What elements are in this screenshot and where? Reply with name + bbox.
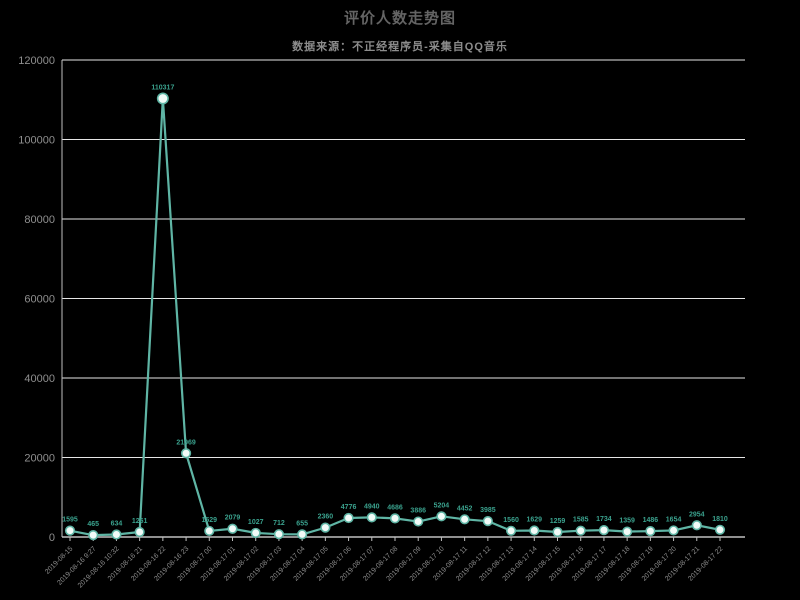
data-point-label: 1486 <box>643 517 659 524</box>
chart-header: 评价人数走势图 数据来源：不正经程序员-采集自QQ音乐 <box>0 7 800 54</box>
data-point-label: 4686 <box>387 504 403 511</box>
data-point-marker <box>575 525 586 536</box>
data-point-label: 1629 <box>526 517 542 524</box>
data-point-marker <box>598 525 610 536</box>
chart-subtitle: 数据来源：不正经程序员-采集自QQ音乐 <box>292 41 508 53</box>
data-point-label: 1359 <box>619 518 635 525</box>
data-point-marker <box>645 525 656 537</box>
data-point-label: 4452 <box>457 505 473 512</box>
data-point-marker <box>529 525 540 536</box>
data-point-marker <box>505 525 517 536</box>
data-point-marker <box>111 529 122 540</box>
data-point-marker <box>691 520 702 531</box>
data-point-marker <box>622 526 633 537</box>
data-point-label: 465 <box>87 521 99 528</box>
data-point-marker <box>134 526 145 538</box>
data-point-marker <box>389 513 401 524</box>
data-point-label: 1560 <box>503 517 519 524</box>
y-tick-label: 60000 <box>24 294 55 306</box>
data-point-marker <box>413 516 424 527</box>
data-point-label: 712 <box>273 520 285 527</box>
data-point-label: 634 <box>111 520 123 527</box>
data-point-label: 2954 <box>689 511 705 518</box>
data-point-label: 1261 <box>132 518 148 525</box>
data-point-label: 1595 <box>62 517 78 524</box>
data-point-marker <box>250 527 261 539</box>
data-point-label: 4940 <box>364 503 380 510</box>
data-point-label: 3886 <box>410 508 426 515</box>
data-point-label: 2360 <box>318 514 334 521</box>
data-point-marker <box>320 522 331 533</box>
data-point-label: 1529 <box>201 517 217 524</box>
y-tick-label: 80000 <box>24 214 55 226</box>
data-point-label: 1027 <box>248 519 264 526</box>
y-tick-label: 0 <box>49 532 55 544</box>
data-point-marker <box>227 523 238 534</box>
data-point-marker <box>668 525 679 536</box>
data-point-label: 4776 <box>341 504 357 511</box>
data-point-label: 655 <box>296 520 308 527</box>
data-point-label: 5204 <box>434 502 450 509</box>
series-line <box>68 97 722 537</box>
data-point-label: 110317 <box>151 84 174 91</box>
data-point-label: 3985 <box>480 507 496 514</box>
data-point-marker <box>297 529 308 540</box>
y-tick-label: 120000 <box>18 55 55 67</box>
data-point-label: 1810 <box>712 516 728 523</box>
data-point-marker <box>459 514 470 525</box>
data-point-marker <box>482 516 493 527</box>
y-tick-label: 100000 <box>18 135 55 147</box>
data-point-marker <box>273 529 285 540</box>
data-point-marker <box>88 530 99 541</box>
x-tick-label: 2019-08-16 10:32 <box>77 545 121 589</box>
data-point-marker <box>156 92 169 105</box>
y-tick-label: 20000 <box>24 453 55 465</box>
data-point-label: 21069 <box>176 439 196 446</box>
data-point-marker <box>204 525 215 537</box>
data-point-marker <box>180 448 192 459</box>
data-point-label: 1734 <box>596 516 612 523</box>
data-point-marker <box>64 525 76 536</box>
y-tick-label: 40000 <box>24 373 55 385</box>
data-point-marker <box>366 512 377 523</box>
data-point-marker <box>436 511 447 522</box>
data-point-label: 2079 <box>225 515 241 522</box>
data-point-label: 1654 <box>666 516 682 523</box>
data-point-label: 1259 <box>550 518 566 525</box>
data-point-marker <box>343 512 354 524</box>
data-point-label: 1585 <box>573 517 589 524</box>
data-point-marker <box>552 526 563 538</box>
chart-title: 评价人数走势图 <box>343 10 456 27</box>
data-point-marker <box>714 524 726 535</box>
